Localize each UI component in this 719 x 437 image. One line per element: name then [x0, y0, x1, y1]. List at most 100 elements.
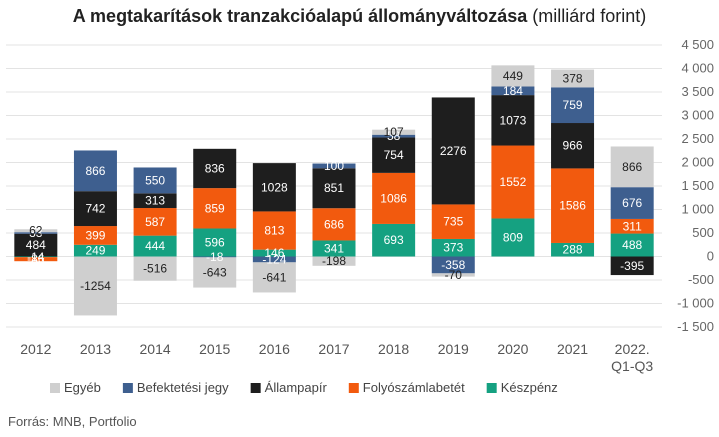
data-label: 249: [85, 244, 105, 258]
data-label: 146: [264, 246, 284, 260]
data-label: 866: [622, 160, 642, 174]
data-label: -86: [27, 252, 45, 266]
legend-swatch: [348, 383, 359, 393]
data-label: 851: [324, 181, 344, 195]
bar-segment: [491, 86, 535, 96]
data-label: 742: [85, 202, 105, 216]
x-tick-label: 2013: [80, 341, 111, 357]
data-label: 866: [85, 164, 105, 178]
data-label: -14: [27, 250, 45, 264]
y-tick-label: 3 000: [681, 108, 714, 123]
y-tick-label: 2 000: [681, 155, 714, 170]
legend-label: Állampapír: [265, 380, 328, 395]
legend-swatch: [250, 383, 261, 393]
y-tick-label: 500: [692, 225, 714, 240]
data-label: 1586: [559, 199, 586, 213]
bar-segment: [193, 188, 237, 229]
data-label: 1086: [380, 191, 407, 205]
y-tick-label: 0: [707, 249, 714, 264]
bar-segment: [133, 256, 177, 281]
x-tick-label-line: 2018: [378, 341, 409, 357]
bar-segment: [372, 172, 416, 224]
x-tick-label-line: 2013: [80, 341, 111, 357]
data-label: 484: [26, 238, 46, 252]
data-label: 2276: [440, 144, 467, 158]
legend-label: Folyószámlabetét: [363, 380, 465, 395]
bar-segment: [372, 223, 416, 257]
bar-segment: [73, 244, 117, 257]
y-tick-label: 4 000: [681, 61, 714, 76]
x-tick-label-line: 2019: [438, 341, 469, 357]
data-label: -18: [206, 250, 224, 264]
data-label: -198: [322, 254, 346, 268]
bar-segment: [551, 168, 595, 243]
chart-title-unit: (milliárd forint): [532, 6, 647, 26]
x-tick-label: 2012: [20, 341, 51, 357]
bar-segment: [491, 65, 535, 87]
x-tick-label: 2021: [557, 341, 588, 357]
bar-segment: [14, 233, 58, 257]
data-label: 550: [145, 173, 165, 187]
x-tick-label-line: 2015: [199, 341, 230, 357]
bar-segment: [610, 146, 654, 188]
x-tick-label: 2022. Q1-Q3: [611, 341, 653, 374]
bar-segment: [14, 232, 58, 234]
x-tick-label: 2016: [259, 341, 290, 357]
x-tick-label-line: 2012: [20, 341, 51, 357]
data-label: 809: [503, 230, 523, 244]
data-label: 754: [384, 148, 404, 162]
bar-segment: [252, 163, 296, 212]
data-label: -395: [620, 259, 644, 273]
data-label: -124: [262, 252, 286, 266]
data-label: -358: [441, 258, 465, 272]
x-tick-label-line: 2014: [140, 341, 171, 357]
data-label: 693: [384, 233, 404, 247]
data-label: 1073: [500, 113, 527, 127]
bar-segment: [14, 256, 58, 258]
bar-segment: [610, 218, 654, 234]
data-label: 311: [623, 219, 642, 233]
legend-swatch: [50, 383, 60, 393]
x-tick-label: 2014: [140, 341, 171, 357]
bar-segment: [312, 256, 356, 266]
data-label: 813: [264, 224, 284, 238]
data-label: 313: [145, 194, 165, 208]
legend-swatch: [122, 383, 133, 393]
chart-title: A megtakarítások tranzakcióalapú állomán…: [0, 6, 719, 27]
bar-segment: [551, 87, 595, 124]
bar-segment: [431, 97, 475, 205]
bar-segment: [610, 233, 654, 257]
data-label: 399: [85, 228, 105, 242]
data-label: 1028: [261, 180, 288, 194]
x-tick-label-line: 2021: [557, 341, 588, 357]
data-label: 488: [622, 238, 642, 252]
bar-segment: [491, 95, 535, 146]
data-label: 341: [324, 241, 344, 255]
x-tick-label-line: 2022.: [615, 341, 650, 357]
bar-segment: [431, 204, 475, 239]
stacked-bars: [14, 65, 654, 316]
data-label: 378: [563, 71, 583, 85]
data-label: 449: [503, 69, 523, 83]
x-tick-label: 2019: [438, 341, 469, 357]
bar-segment: [193, 256, 237, 258]
bar-segment: [252, 249, 296, 257]
data-label: 676: [622, 196, 642, 210]
bar-segment: [252, 256, 296, 263]
bar-segment: [431, 256, 475, 274]
bar-segment: [73, 150, 117, 192]
legend-label: Befektetési jegy: [137, 380, 229, 395]
data-label: 184: [503, 84, 523, 98]
bar-segment: [372, 137, 416, 173]
data-label: 62: [29, 224, 43, 238]
data-label: 966: [563, 139, 583, 153]
bar-segment: [610, 256, 654, 276]
bar-segment: [431, 273, 475, 277]
y-tick-label: 4 500: [681, 37, 714, 52]
bar-segment: [431, 238, 475, 257]
data-label: -643: [203, 265, 227, 279]
bar-segment: [312, 240, 356, 257]
bar-segment: [193, 228, 237, 257]
